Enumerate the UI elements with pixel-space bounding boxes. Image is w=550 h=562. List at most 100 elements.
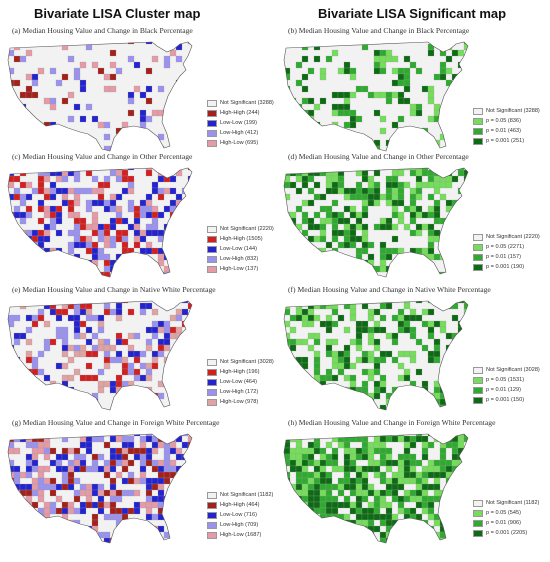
county-cell [307,434,315,437]
county-cell [331,308,339,316]
county-cell [25,392,33,400]
county-cell [295,477,303,485]
county-cell [427,91,435,99]
county-cell [157,495,165,503]
county-cell [427,465,435,473]
county-cell [79,453,87,461]
county-cell [25,85,33,93]
county-cell [325,434,333,437]
county-cell [361,483,369,491]
county-cell [343,459,351,467]
legend-swatch [207,139,217,147]
county-cell [457,374,465,382]
county-cell [463,332,468,340]
county-cell [61,259,69,267]
county-cell [367,253,375,261]
county-cell [409,531,417,539]
county-cell [13,398,21,406]
county-cell [157,507,165,515]
county-cell [463,386,468,394]
county-cell [169,91,177,99]
county-cell [307,392,315,400]
county-cell [391,199,399,207]
county-cell [31,362,39,370]
county-cell [457,265,465,273]
county-cell [421,477,429,485]
county-cell [67,169,75,177]
county-cell [433,175,441,183]
county-cell [43,537,51,543]
county-cell [139,253,147,261]
county-cell [392,278,398,282]
county-cell [169,441,177,449]
county-cell [391,513,399,521]
county-cell [343,362,351,370]
county-cell [355,247,363,255]
county-cell [331,350,339,358]
county-cell [463,199,468,207]
county-cell [415,253,423,261]
county-cell [331,103,339,111]
county-cell [331,501,339,509]
county-cell [25,483,33,491]
county-cell [284,271,291,277]
county-cell [127,525,135,533]
county-cell [391,169,399,177]
county-cell [325,441,333,449]
county-cell [284,301,285,304]
county-cell [284,193,291,201]
county-cell [301,507,309,515]
county-cell [103,338,111,346]
county-cell [319,489,327,497]
county-cell [115,392,123,400]
county-cell [85,241,93,249]
legend-label: Low-High (709) [220,522,259,528]
county-cell [355,259,363,267]
county-cell [415,109,423,117]
county-cell [397,67,405,75]
county-cell [361,187,369,195]
county-cell [169,380,177,388]
county-cell [470,297,476,303]
county-cell [37,447,45,455]
county-cell [337,181,345,189]
county-cell [439,320,447,328]
county-cell [163,507,171,515]
county-cell [169,537,177,543]
county-cell [85,308,93,316]
county-cell [433,187,441,195]
county-cell [128,544,134,548]
county-cell [8,398,15,406]
county-cell [373,109,381,117]
county-cell [463,205,468,213]
county-cell [163,477,171,485]
county-cell [73,453,81,461]
county-cell [421,471,429,479]
county-cell [325,344,333,352]
county-cell [301,513,309,521]
county-cell [457,217,465,225]
legend-item: p = 0.05 (2271) [473,242,540,252]
county-cell [169,259,177,267]
county-cell [355,271,363,277]
county-cell [356,544,362,548]
county-cell [433,253,441,261]
county-cell [43,235,51,243]
county-cell [181,320,189,328]
legend-item: p = 0.05 (545) [473,508,539,518]
county-cell [457,537,465,543]
county-cell [295,308,303,316]
county-cell [284,259,285,267]
county-cell [385,187,393,195]
county-cell [187,193,192,201]
county-cell [427,320,435,328]
county-cell [8,434,15,437]
county-cell [110,544,116,548]
county-cell [445,229,453,237]
county-cell [14,544,20,548]
county-cell [91,187,99,195]
county-cell [181,211,189,219]
county-cell [427,501,435,509]
county-cell [133,434,141,437]
county-cell [284,501,285,509]
